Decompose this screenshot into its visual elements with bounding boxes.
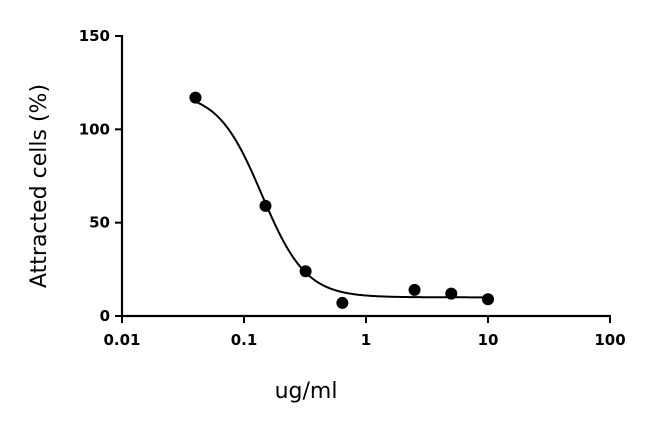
x-tick-label: 0.01 xyxy=(103,331,140,349)
y-tick-label: 0 xyxy=(100,307,110,325)
data-point xyxy=(259,199,272,212)
data-point xyxy=(299,265,312,278)
x-tick-label: 1 xyxy=(361,331,371,349)
y-ticks: 0 50 100 150 xyxy=(79,27,122,325)
x-tick-label: 100 xyxy=(594,331,625,349)
data-point xyxy=(445,287,458,300)
x-ticks: 0.01 0.1 1 10 100 xyxy=(103,316,626,349)
data-point xyxy=(482,293,494,306)
fit-curve xyxy=(195,100,488,299)
axes xyxy=(120,35,611,318)
data-point xyxy=(408,283,421,296)
y-tick-label: 150 xyxy=(79,27,110,45)
data-points xyxy=(189,91,494,309)
y-tick-label: 100 xyxy=(79,120,110,138)
x-tick-label: 10 xyxy=(478,331,499,349)
y-axis-title: Attracted cells (%) xyxy=(27,84,52,288)
data-point xyxy=(336,296,349,309)
data-point xyxy=(189,91,202,104)
x-axis-title: ug/ml xyxy=(275,379,338,404)
x-tick-label: 0.1 xyxy=(231,331,258,349)
y-tick-label: 50 xyxy=(89,214,110,232)
